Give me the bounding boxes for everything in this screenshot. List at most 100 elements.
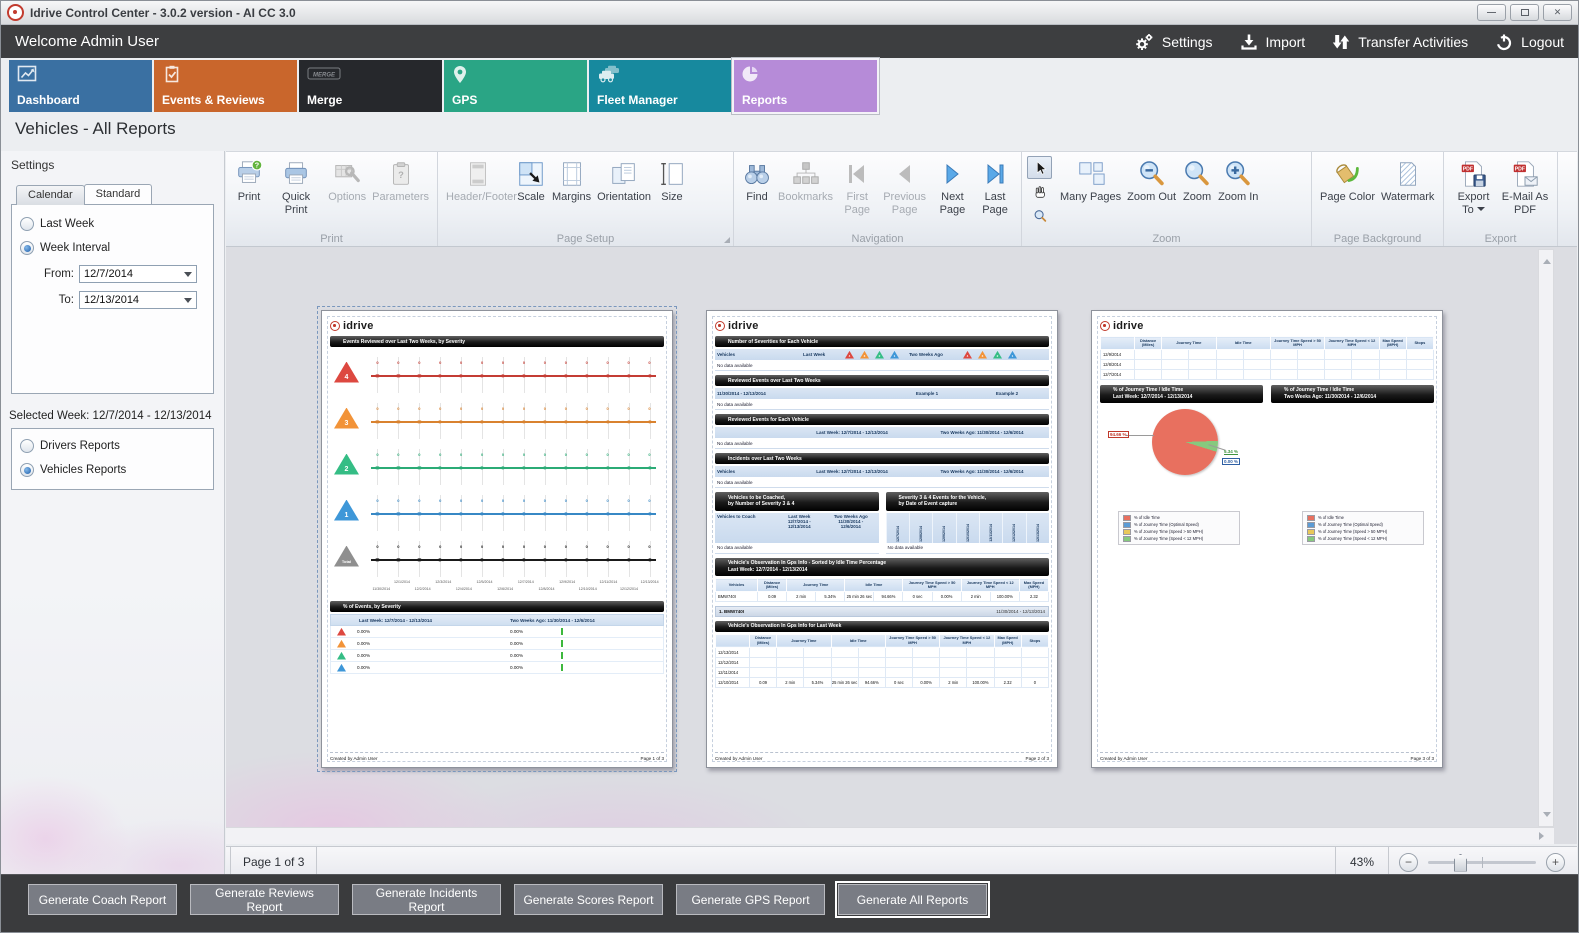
welcome-text: Welcome Admin User	[15, 33, 159, 50]
close-button[interactable]: ✕	[1543, 4, 1572, 21]
tab-gps[interactable]: GPS	[444, 60, 587, 112]
first-page-icon	[844, 158, 870, 190]
pct-table-row: 0.00% 0.00%	[330, 626, 664, 638]
severity-triangle-icon: 1	[890, 350, 899, 359]
next-page-button[interactable]: Next Page	[931, 156, 974, 218]
margins-button[interactable]: Margins	[549, 156, 594, 206]
tab-reports[interactable]: Reports	[732, 58, 879, 114]
tab-calendar[interactable]: Calendar	[16, 185, 85, 205]
parameters-button[interactable]: ? Parameters	[369, 156, 432, 206]
tab-merge[interactable]: MERGE Merge	[299, 60, 442, 112]
scale-icon	[516, 158, 546, 190]
settings-button[interactable]: Settings	[1133, 32, 1213, 52]
zoom-button[interactable]: Zoom	[1179, 156, 1215, 206]
zoom-in-button[interactable]: Zoom In	[1215, 156, 1261, 206]
zoom-window-tool[interactable]	[1027, 204, 1052, 227]
idrive-logo: idrive	[1100, 319, 1434, 333]
legend-item: % of Journey Time (Speed < 12 MPH)	[1123, 535, 1235, 543]
report-preview-area: idrive Events Reviewed over Last Two Wee…	[226, 247, 1577, 844]
previous-page-button[interactable]: Previous Page	[878, 156, 930, 218]
vehicles-to-coach-section: Vehicles to be Coached, by Number of Seve…	[715, 492, 879, 554]
orientation-button[interactable]: Orientation	[594, 156, 654, 206]
find-button[interactable]: Find	[739, 156, 775, 206]
print-button[interactable]: ? Print	[231, 156, 267, 206]
to-date-dropdown[interactable]: 12/13/2014	[79, 291, 197, 309]
export-pdf-icon: PDF	[1458, 158, 1488, 190]
band-incidents: Incidents over Last Two Weeks	[715, 453, 1049, 464]
zoom-out-button[interactable]: Zoom Out	[1124, 156, 1179, 206]
hand-tool[interactable]	[1027, 180, 1052, 203]
legend-item: % of Idle Time	[1123, 514, 1235, 522]
generate-report-button[interactable]: Generate Incidents Report	[352, 884, 501, 915]
size-button[interactable]: Size	[654, 156, 690, 206]
cars-icon	[597, 65, 623, 83]
last-week-radio[interactable]	[20, 217, 34, 231]
zoom-slider[interactable]	[1428, 853, 1536, 872]
zoom-out-button-small[interactable]: −	[1399, 852, 1418, 872]
power-icon	[1494, 32, 1514, 52]
page-color-button[interactable]: Page Color	[1317, 156, 1378, 206]
pointer-tool[interactable]	[1027, 156, 1052, 179]
from-date-dropdown[interactable]: 12/7/2014	[79, 265, 197, 283]
options-button[interactable]: Options	[325, 156, 369, 206]
vehicle-strip: 1. BMW740I 11/30/2014 - 12/13/2014	[715, 605, 1049, 617]
tab-fleet-manager[interactable]: Fleet Manager	[589, 60, 732, 112]
window-title: Idrive Control Center - 3.0.2 version - …	[30, 5, 296, 20]
chevron-down-icon	[184, 298, 192, 307]
drivers-reports-radio[interactable]	[20, 439, 34, 453]
report-page-1: idrive Events Reviewed over Last Two Wee…	[317, 306, 677, 772]
scroll-up-icon	[1543, 255, 1551, 264]
merge-logo-icon: MERGE	[307, 65, 341, 83]
scale-button[interactable]: Scale	[513, 156, 549, 206]
tab-standard[interactable]: Standard	[83, 184, 153, 204]
severity-triangle-icon: 4	[963, 350, 972, 359]
horizontal-scrollbar[interactable]	[226, 827, 1554, 844]
vertical-scrollbar[interactable]	[1538, 249, 1554, 827]
last-page-button[interactable]: Last Page	[974, 156, 1016, 218]
bookmarks-button[interactable]: Bookmarks	[775, 156, 836, 206]
zoom-in-icon	[1223, 158, 1253, 190]
header-footer-button[interactable]: Header/Footer	[443, 156, 517, 206]
svg-text:?: ?	[255, 161, 260, 170]
legend-two-weeks: % of Idle Time% of Journey Time (Optimal…	[1302, 511, 1424, 546]
hand-icon	[1035, 185, 1045, 198]
app-icon	[7, 4, 24, 21]
many-pages-button[interactable]: Many Pages	[1057, 156, 1124, 206]
printer-icon: ?	[234, 158, 264, 190]
zoom-slider-thumb[interactable]	[1454, 853, 1467, 872]
idrive-logo: idrive	[715, 319, 1049, 333]
footer-buttons: Generate Coach Report Generate Reviews Re…	[1, 875, 1578, 918]
transfer-activities-button[interactable]: Transfer Activities	[1331, 32, 1468, 52]
group-label-print: Print	[320, 233, 343, 245]
generate-report-button[interactable]: Generate All Reports	[835, 881, 990, 918]
generate-report-button[interactable]: Generate Coach Report	[28, 884, 177, 915]
pct-table-row: 0.00% 0.00%	[330, 650, 664, 662]
severity-triangle-icon: 2	[875, 350, 884, 359]
tab-events-reviews[interactable]: Events & Reviews	[154, 60, 297, 112]
export-to-button[interactable]: PDF Export To	[1449, 156, 1498, 218]
svg-text:PDF: PDF	[1515, 166, 1525, 172]
import-button[interactable]: Import	[1239, 32, 1305, 52]
maximize-button[interactable]	[1510, 4, 1539, 21]
window-titlebar: Idrive Control Center - 3.0.2 version - …	[1, 1, 1578, 25]
generate-report-button[interactable]: Generate Scores Report	[514, 884, 663, 915]
magnifier-icon	[1182, 158, 1212, 190]
logout-button[interactable]: Logout	[1494, 32, 1564, 52]
first-page-button[interactable]: First Page	[836, 156, 878, 218]
email-as-pdf-button[interactable]: PDF E-Mail As PDF	[1498, 156, 1552, 218]
generate-report-button[interactable]: Generate GPS Report	[676, 884, 825, 915]
zoom-in-button-small[interactable]: +	[1546, 852, 1565, 872]
import-icon	[1239, 32, 1259, 52]
page-setup-dialog-launcher[interactable]	[724, 237, 730, 243]
tab-dashboard[interactable]: Dashboard	[9, 60, 152, 112]
vehicles-reports-radio[interactable]	[20, 463, 34, 477]
pct-table-body: 0.00% 0.00% 0.00% 0.00% 0.00% 0.00% 0.00% 0.00%	[330, 626, 664, 674]
generate-report-button[interactable]: Generate Reviews Report	[190, 884, 339, 915]
quick-print-button[interactable]: Quick Print	[267, 156, 325, 218]
minimize-button[interactable]: —	[1477, 4, 1506, 21]
watermark-button[interactable]: Watermark	[1378, 156, 1437, 206]
gears-icon	[1133, 32, 1155, 52]
week-interval-radio[interactable]	[20, 241, 34, 255]
